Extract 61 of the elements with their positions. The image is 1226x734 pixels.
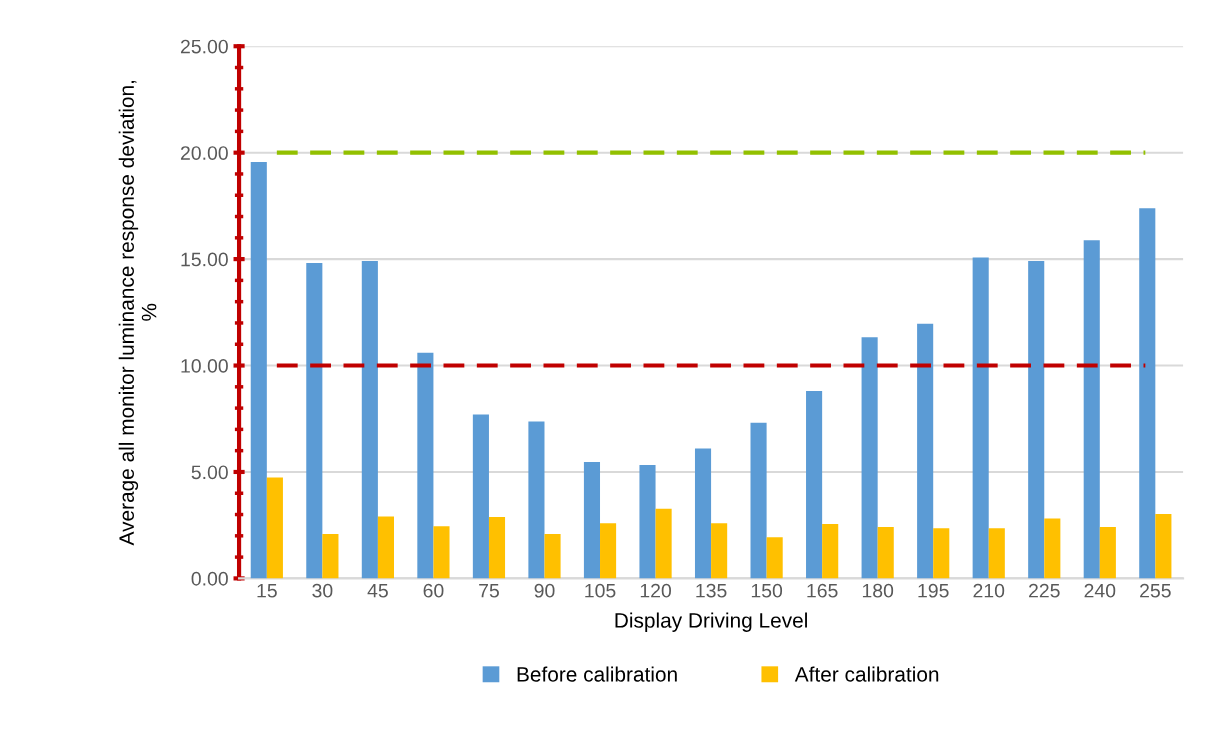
x-tick-label: 45: [367, 583, 388, 598]
bar: [639, 464, 656, 579]
bar: [250, 162, 267, 579]
x-tick-label: 150: [751, 583, 783, 598]
bar: [1028, 261, 1045, 579]
y-axis-title: Average all monitor luminance response deviation, %: [118, 81, 157, 546]
x-tick-label: 255: [1140, 583, 1171, 598]
x-tick-label: 30: [312, 583, 333, 598]
bar: [822, 523, 839, 579]
bar: [933, 528, 950, 579]
bar: [750, 422, 767, 579]
bar: [600, 523, 617, 579]
x-tick-label: 195: [918, 583, 949, 598]
y-tick-label: 5.00: [191, 465, 228, 480]
bar: [1083, 240, 1100, 579]
legend-label: Before calibration: [517, 666, 677, 682]
bar: [861, 337, 878, 579]
y-tick-label: 15.00: [181, 252, 228, 267]
bar: [528, 421, 545, 579]
bar: [694, 448, 712, 579]
y-tick-label: 10.00: [181, 359, 228, 373]
x-tick-label: 90: [534, 583, 555, 598]
bar: [766, 537, 783, 579]
bar: [433, 526, 450, 579]
x-tick-label: 210: [973, 583, 1005, 598]
bar: [877, 526, 894, 579]
bar: [655, 508, 672, 579]
bar: [1044, 518, 1061, 579]
bar: [1139, 208, 1156, 579]
bar: [361, 261, 378, 579]
bar: [806, 391, 823, 579]
y-tick-label: 25.00: [180, 39, 228, 54]
bar: [472, 414, 489, 579]
x-tick-label: 135: [696, 583, 727, 598]
y-tick-label: 0.00: [191, 571, 228, 586]
x-axis-title: Display Driving Level: [615, 612, 807, 632]
bar: [972, 257, 989, 579]
legend-label: After calibration: [794, 666, 939, 682]
bar: [711, 523, 728, 579]
x-tick-label: 225: [1029, 583, 1060, 598]
bar: [544, 533, 561, 579]
bar: [322, 533, 339, 579]
y-tick-label: 20.00: [180, 146, 228, 160]
bar: [266, 477, 283, 579]
x-tick-label: 15: [257, 583, 277, 598]
bar: [1155, 514, 1172, 579]
x-tick-label: 105: [585, 583, 616, 598]
x-tick-label: 120: [640, 583, 672, 598]
x-tick-label: 180: [862, 583, 894, 598]
bar: [583, 461, 601, 579]
bar: [988, 528, 1005, 579]
bar: [917, 323, 934, 579]
bar: [377, 516, 394, 579]
bar: [306, 262, 323, 579]
bar: [488, 517, 506, 579]
bar: [1099, 526, 1116, 579]
x-tick-label: 60: [423, 583, 444, 598]
bar: [417, 352, 434, 579]
x-tick-label: 240: [1084, 583, 1116, 598]
x-tick-label: 75: [479, 583, 499, 598]
x-tick-label: 165: [807, 583, 838, 598]
